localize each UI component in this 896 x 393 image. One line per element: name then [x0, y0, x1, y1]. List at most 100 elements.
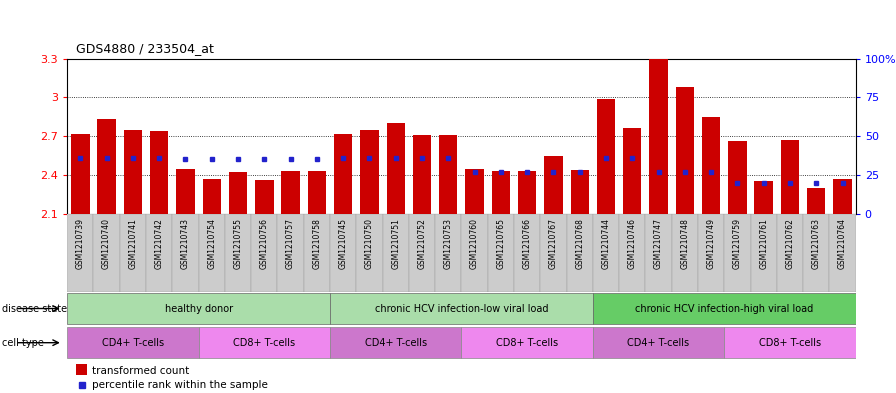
Bar — [566, 214, 593, 292]
Bar — [146, 214, 172, 292]
Text: CD4+ T-cells: CD4+ T-cells — [627, 338, 690, 348]
Text: GDS4880 / 233504_at: GDS4880 / 233504_at — [76, 42, 214, 55]
Bar — [492, 171, 510, 214]
Bar — [330, 327, 461, 358]
Text: GSM1210739: GSM1210739 — [76, 218, 85, 269]
Text: CD8+ T-cells: CD8+ T-cells — [496, 338, 558, 348]
Bar — [465, 169, 484, 214]
Text: GSM1210740: GSM1210740 — [102, 218, 111, 269]
Bar — [172, 214, 199, 292]
Bar — [593, 214, 619, 292]
Text: GSM1210766: GSM1210766 — [522, 218, 531, 269]
Text: GSM1210761: GSM1210761 — [759, 218, 768, 268]
Text: GSM1210758: GSM1210758 — [313, 218, 322, 268]
Bar — [202, 179, 221, 214]
Bar — [124, 130, 142, 214]
Bar — [413, 135, 431, 214]
Bar — [676, 87, 694, 214]
Text: GSM1210748: GSM1210748 — [680, 218, 689, 268]
Bar — [386, 123, 405, 214]
Bar — [360, 130, 379, 214]
Bar — [780, 140, 799, 214]
Bar — [487, 214, 514, 292]
Bar — [672, 214, 698, 292]
Text: GSM1210742: GSM1210742 — [155, 218, 164, 268]
Text: GSM1210744: GSM1210744 — [601, 218, 610, 269]
Text: GSM1210746: GSM1210746 — [628, 218, 637, 269]
Bar — [461, 327, 593, 358]
Bar — [281, 171, 300, 214]
Text: CD4+ T-cells: CD4+ T-cells — [365, 338, 426, 348]
Bar — [571, 170, 589, 214]
Text: GSM1210764: GSM1210764 — [838, 218, 847, 269]
Text: CD8+ T-cells: CD8+ T-cells — [759, 338, 821, 348]
Text: GSM1210751: GSM1210751 — [392, 218, 401, 268]
Text: GSM1210760: GSM1210760 — [470, 218, 479, 269]
Bar — [98, 119, 116, 214]
Text: GSM1210759: GSM1210759 — [733, 218, 742, 269]
Bar — [334, 134, 352, 214]
Bar — [251, 214, 278, 292]
Bar — [304, 214, 330, 292]
Bar — [650, 59, 668, 214]
Bar — [754, 182, 773, 214]
Text: GSM1210745: GSM1210745 — [339, 218, 348, 269]
Bar — [833, 179, 852, 214]
Bar — [439, 135, 458, 214]
Bar — [93, 214, 120, 292]
Bar — [199, 327, 330, 358]
Text: chronic HCV infection-high viral load: chronic HCV infection-high viral load — [635, 303, 814, 314]
Text: GSM1210753: GSM1210753 — [444, 218, 452, 269]
Text: cell type: cell type — [2, 338, 44, 348]
Bar — [71, 134, 90, 214]
Bar — [225, 214, 251, 292]
Bar — [777, 214, 803, 292]
Text: healthy donor: healthy donor — [165, 303, 233, 314]
Bar — [150, 131, 168, 214]
Text: GSM1210768: GSM1210768 — [575, 218, 584, 268]
Text: CD8+ T-cells: CD8+ T-cells — [233, 338, 296, 348]
Bar — [702, 117, 720, 214]
Text: percentile rank within the sample: percentile rank within the sample — [92, 380, 268, 390]
Bar — [228, 173, 247, 214]
Text: disease state: disease state — [2, 303, 67, 314]
Bar — [255, 180, 273, 214]
Bar — [409, 214, 435, 292]
Bar — [728, 141, 746, 214]
Text: GSM1210750: GSM1210750 — [365, 218, 374, 269]
Bar — [307, 171, 326, 214]
Bar — [830, 214, 856, 292]
Text: GSM1210767: GSM1210767 — [549, 218, 558, 269]
Text: GSM1210762: GSM1210762 — [786, 218, 795, 268]
Bar — [544, 156, 563, 214]
Bar — [67, 214, 93, 292]
Bar — [76, 364, 87, 375]
Text: GSM1210743: GSM1210743 — [181, 218, 190, 269]
Text: GSM1210752: GSM1210752 — [418, 218, 426, 268]
Bar — [518, 171, 537, 214]
Text: GSM1210749: GSM1210749 — [707, 218, 716, 269]
Bar — [461, 214, 487, 292]
Text: GSM1210755: GSM1210755 — [234, 218, 243, 269]
Bar — [199, 214, 225, 292]
Bar — [120, 214, 146, 292]
Text: GSM1210741: GSM1210741 — [128, 218, 137, 268]
Bar — [330, 293, 593, 324]
Bar — [803, 214, 830, 292]
Bar — [619, 214, 645, 292]
Bar — [514, 214, 540, 292]
Bar — [357, 214, 383, 292]
Bar — [278, 214, 304, 292]
Bar — [383, 214, 409, 292]
Text: GSM1210763: GSM1210763 — [812, 218, 821, 269]
Bar — [67, 327, 199, 358]
Bar — [593, 293, 856, 324]
Bar — [597, 99, 616, 214]
Bar — [645, 214, 672, 292]
Bar — [724, 327, 856, 358]
Text: GSM1210754: GSM1210754 — [207, 218, 216, 269]
Text: GSM1210757: GSM1210757 — [286, 218, 295, 269]
Bar — [593, 327, 724, 358]
Bar — [698, 214, 724, 292]
Bar — [67, 293, 330, 324]
